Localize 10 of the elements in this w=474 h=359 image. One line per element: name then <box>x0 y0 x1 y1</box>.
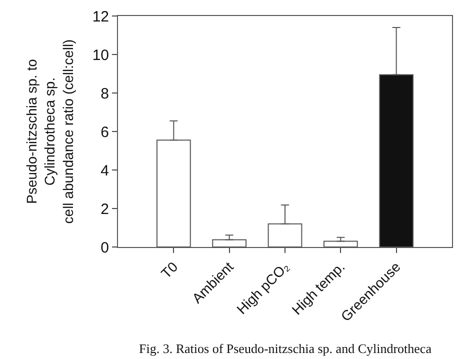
y-tick-label: 0 <box>100 239 109 256</box>
x-tick-label: T0 <box>158 258 181 282</box>
caption: Fig. 3. Ratios of Pseudo-nitzschia sp. and Cylindrotheca <box>139 341 432 356</box>
y-tick-label: 6 <box>100 124 109 141</box>
y-tick-label: 12 <box>92 8 109 26</box>
y-tick-label: 2 <box>100 200 109 218</box>
y-axis-title: Pseudo-nitzschia sp. to Cylindrotheca sp. cell abundance ratio (cell:cell) <box>24 39 76 224</box>
y-tick-label: 8 <box>100 85 109 102</box>
y-tick-label: 10 <box>92 46 109 64</box>
y-tick-label: 4 <box>100 162 109 180</box>
